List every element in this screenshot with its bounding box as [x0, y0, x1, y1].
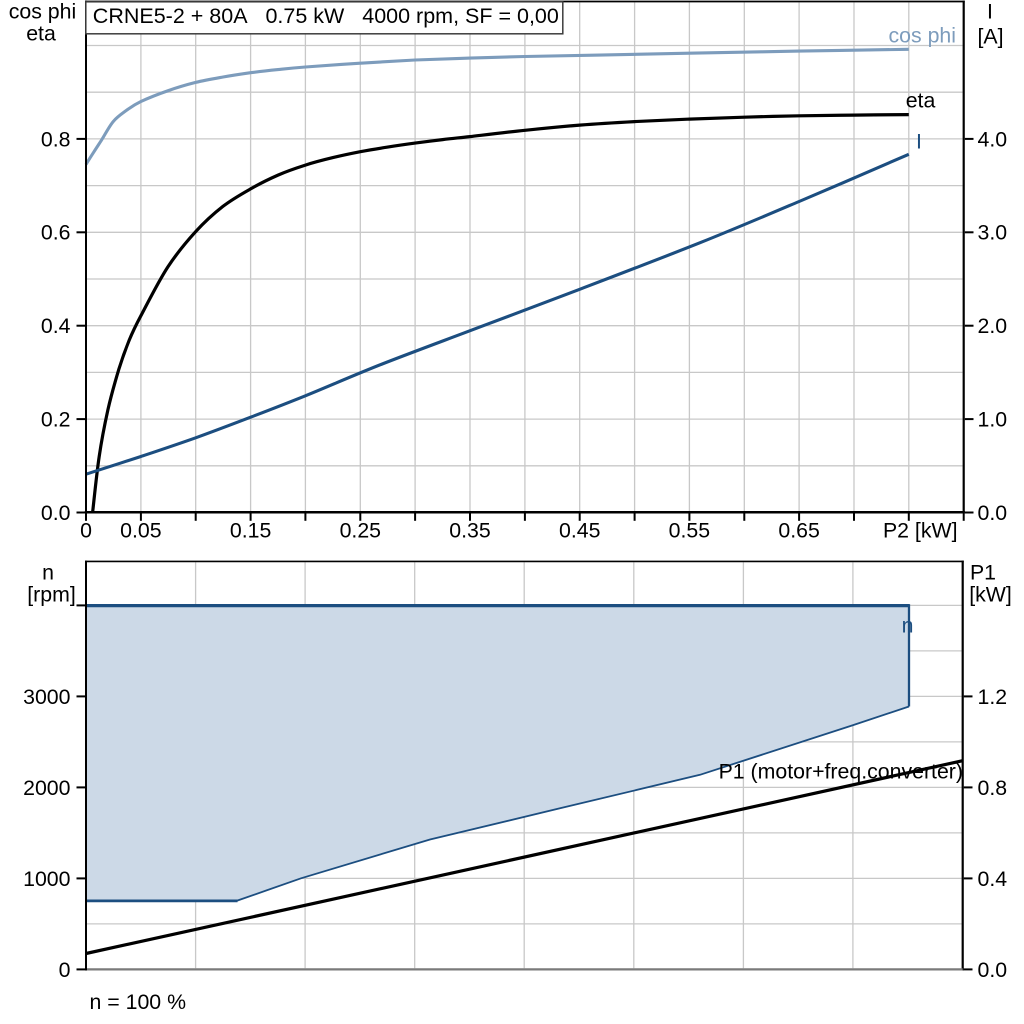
svg-text:1000: 1000 — [23, 867, 71, 891]
svg-text:[kW]: [kW] — [969, 583, 1012, 607]
svg-text:0.0: 0.0 — [41, 501, 71, 525]
svg-text:0.15: 0.15 — [230, 518, 271, 542]
svg-text:0: 0 — [80, 518, 92, 542]
svg-text:2.0: 2.0 — [978, 314, 1008, 338]
svg-text:[rpm]: [rpm] — [27, 583, 76, 607]
svg-text:I: I — [916, 130, 922, 154]
svg-text:0.8: 0.8 — [978, 776, 1008, 800]
svg-text:1.0: 1.0 — [978, 408, 1008, 432]
svg-text:cos phi: cos phi — [889, 24, 956, 48]
svg-text:0.4: 0.4 — [41, 314, 71, 338]
svg-text:0.05: 0.05 — [120, 518, 161, 542]
svg-text:0.6: 0.6 — [41, 221, 71, 245]
svg-text:P1 (motor+freq.converter): P1 (motor+freq.converter) — [719, 759, 963, 783]
svg-text:2000: 2000 — [23, 776, 71, 800]
svg-text:P2 [kW]: P2 [kW] — [883, 518, 958, 542]
svg-text:0.0: 0.0 — [978, 958, 1008, 982]
svg-text:P1: P1 — [970, 561, 996, 585]
svg-text:0.45: 0.45 — [559, 518, 600, 542]
svg-text:0.2: 0.2 — [41, 408, 71, 432]
svg-text:0.4: 0.4 — [978, 867, 1008, 891]
svg-text:I: I — [987, 0, 993, 24]
svg-text:0.55: 0.55 — [669, 518, 710, 542]
svg-text:eta: eta — [906, 89, 936, 113]
svg-text:3000: 3000 — [23, 685, 71, 709]
svg-text:CRNE5-2 + 80A 0.75 kW 4000: CRNE5-2 + 80A 0.75 kW 4000 rpm, SF = 0,0… — [93, 4, 559, 28]
svg-text:n: n — [42, 561, 54, 585]
svg-text:0.65: 0.65 — [778, 518, 819, 542]
svg-text:n: n — [902, 614, 914, 638]
svg-text:0.8: 0.8 — [41, 127, 71, 151]
svg-text:1.2: 1.2 — [978, 685, 1008, 709]
svg-text:n = 100 %: n = 100 % — [90, 990, 187, 1014]
svg-text:0.25: 0.25 — [340, 518, 381, 542]
svg-text:4.0: 4.0 — [978, 127, 1008, 151]
svg-text:3.0: 3.0 — [978, 221, 1008, 245]
svg-text:0.35: 0.35 — [449, 518, 490, 542]
svg-text:0: 0 — [59, 958, 71, 982]
svg-text:cos phi: cos phi — [9, 0, 76, 24]
svg-text:eta: eta — [26, 22, 56, 46]
svg-text:[A]: [A] — [977, 25, 1003, 49]
svg-text:0.0: 0.0 — [978, 501, 1008, 525]
